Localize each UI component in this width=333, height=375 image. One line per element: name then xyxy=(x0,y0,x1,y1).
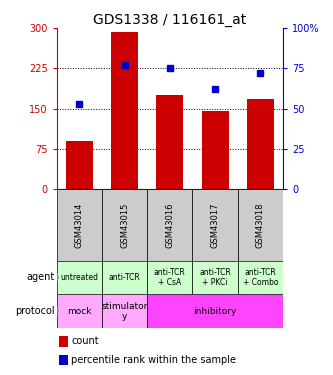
Bar xyxy=(238,261,283,294)
Bar xyxy=(147,189,192,261)
Polygon shape xyxy=(56,303,59,320)
Bar xyxy=(59,355,68,365)
Text: GSM43017: GSM43017 xyxy=(210,202,220,248)
Text: GSM43015: GSM43015 xyxy=(120,202,129,248)
Bar xyxy=(156,95,183,189)
Text: inhibitory: inhibitory xyxy=(193,307,237,316)
Text: GSM43018: GSM43018 xyxy=(256,202,265,248)
Bar xyxy=(57,294,102,328)
Text: anti-TCR
+ CsA: anti-TCR + CsA xyxy=(154,268,186,287)
Text: stimulator
y: stimulator y xyxy=(101,302,148,321)
Bar xyxy=(192,189,238,261)
Bar xyxy=(238,189,283,261)
Text: agent: agent xyxy=(26,273,54,282)
Text: mock: mock xyxy=(67,307,92,316)
Text: GSM43016: GSM43016 xyxy=(165,202,174,248)
Text: percentile rank within the sample: percentile rank within the sample xyxy=(71,355,236,365)
Text: count: count xyxy=(71,336,99,346)
Bar xyxy=(201,111,229,189)
Polygon shape xyxy=(56,269,59,286)
Bar xyxy=(102,261,147,294)
Bar xyxy=(57,189,102,261)
Bar xyxy=(192,261,238,294)
Title: GDS1338 / 116161_at: GDS1338 / 116161_at xyxy=(93,13,246,27)
Text: anti-TCR: anti-TCR xyxy=(109,273,141,282)
Bar xyxy=(102,189,147,261)
Bar xyxy=(57,261,102,294)
Bar xyxy=(66,141,93,189)
Bar xyxy=(147,294,283,328)
Bar xyxy=(59,336,68,346)
Text: anti-TCR
+ Combo: anti-TCR + Combo xyxy=(243,268,278,287)
Text: untreated: untreated xyxy=(60,273,98,282)
Text: protocol: protocol xyxy=(15,306,54,316)
Bar xyxy=(102,294,147,328)
Text: GSM43014: GSM43014 xyxy=(75,202,84,248)
Bar xyxy=(247,99,274,189)
Bar xyxy=(147,261,192,294)
Bar xyxy=(111,32,138,189)
Text: anti-TCR
+ PKCi: anti-TCR + PKCi xyxy=(199,268,231,287)
